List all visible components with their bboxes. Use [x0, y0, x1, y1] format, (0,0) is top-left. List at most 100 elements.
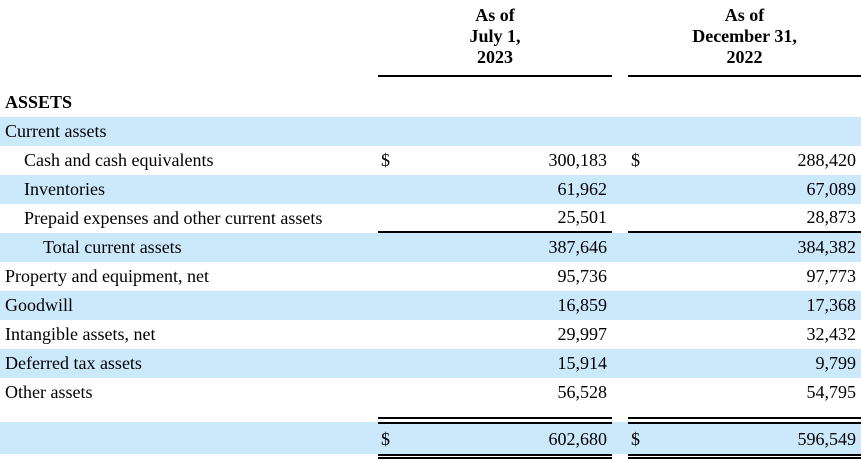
currency-symbol: $: [628, 422, 653, 459]
row-label: Cash and cash equivalents: [24, 150, 214, 170]
column-gap: [612, 349, 629, 378]
currency-symbol: [628, 320, 652, 349]
currency-symbol: [628, 117, 653, 146]
amount-value: 17,368: [652, 291, 861, 320]
currency-symbol: [628, 175, 653, 204]
currency-symbol: [378, 233, 402, 262]
amount-value: 387,646: [402, 233, 613, 262]
column-gap: [612, 146, 628, 175]
currency-symbol: [628, 88, 652, 117]
amount-value: 384,382: [652, 233, 861, 262]
amount-value: [402, 117, 613, 146]
column-gap: [612, 262, 628, 291]
header-spacer-cell: [0, 77, 861, 88]
currency-symbol: [378, 349, 402, 378]
rule-spacer-cell: [628, 407, 653, 419]
currency-symbol: [378, 320, 402, 349]
header-spacer-row: [0, 77, 861, 88]
table-row: Intangible assets, net 29,997 32,432: [0, 320, 861, 349]
column-header-december-2022: As of December 31, 2022: [628, 0, 861, 77]
currency-symbol: [378, 117, 402, 146]
column-gap: [612, 378, 628, 407]
column-gap: [612, 291, 629, 320]
row-label: Goodwill: [0, 291, 378, 320]
rule-spacer-cell: [402, 407, 613, 419]
amount-value: 16,859: [402, 291, 613, 320]
currency-symbol: [628, 291, 653, 320]
table-row: ASSETS: [0, 88, 861, 117]
table-row: Total current assets 387,646 384,382: [0, 233, 861, 262]
column-gap: [612, 233, 629, 262]
amount-value: [652, 88, 861, 117]
currency-symbol: [378, 175, 402, 204]
table-row: Goodwill 16,859 17,368: [0, 291, 861, 320]
column-gap: [612, 204, 628, 233]
column-gap: [612, 320, 628, 349]
amount-value: 95,736: [557, 266, 608, 286]
table-row: Cash and cash equivalents $300,183 $288,42…: [0, 146, 861, 175]
currency-symbol: [378, 291, 402, 320]
currency-symbol: [628, 233, 653, 262]
amount-value: 54,795: [806, 382, 857, 402]
amount-value: 61,962: [402, 175, 613, 204]
amount-value: 56,528: [557, 382, 608, 402]
currency-symbol: [628, 349, 653, 378]
table-row: Other assets 56,528 54,795: [0, 378, 861, 407]
amount-value: 28,873: [652, 204, 861, 233]
table-row: Property and equipment, net 95,736 97,773: [0, 262, 861, 291]
amount-value: 32,432: [806, 324, 857, 344]
row-label: Other assets: [5, 382, 93, 402]
currency-symbol: [378, 378, 402, 407]
amount-value: 288,420: [797, 150, 857, 170]
currency-symbol: $: [631, 150, 641, 170]
rule-spacer-cell: [0, 407, 378, 419]
amount-value: [652, 117, 861, 146]
table-row: Current assets: [0, 117, 861, 146]
row-label: Deferred tax assets: [0, 349, 378, 378]
header-gap-cell: [612, 0, 628, 77]
rule-spacer-cell: [378, 407, 402, 419]
row-label: Inventories: [0, 175, 378, 204]
table-row: Inventories 61,962 67,089: [0, 175, 861, 204]
currency-symbol: [628, 204, 653, 233]
row-label: Current assets: [0, 117, 378, 146]
row-label: Intangible assets, net: [5, 324, 156, 344]
currency-symbol: [378, 204, 402, 233]
rule-spacer-cell: [652, 407, 861, 419]
column-gap: [612, 422, 629, 459]
header-empty-cell: [0, 0, 378, 77]
column-gap: [612, 88, 628, 117]
row-label: ASSETS: [5, 92, 73, 112]
table-row: Prepaid expenses and other current asset…: [0, 204, 861, 233]
amount-value: 9,799: [652, 349, 861, 378]
currency-symbol: [378, 88, 402, 117]
row-label: Property and equipment, net: [5, 266, 209, 286]
column-gap: [612, 117, 629, 146]
table-header-row: As of July 1, 2023 As of December 31, 20…: [0, 0, 861, 77]
row-label: Total current assets: [0, 233, 378, 262]
amount-value: 602,680: [402, 422, 613, 459]
amount-value: 29,997: [557, 324, 608, 344]
currency-symbol: $: [378, 422, 402, 459]
amount-value: 596,549: [652, 422, 861, 459]
amount-value: 15,914: [402, 349, 613, 378]
currency-symbol: $: [381, 150, 390, 170]
amount-value: 97,773: [806, 266, 857, 286]
amount-value: [402, 88, 612, 117]
total-row: $602,680 $596,549: [0, 422, 861, 459]
row-label: [0, 422, 378, 459]
amount-value: 67,089: [652, 175, 861, 204]
currency-symbol: [628, 378, 652, 407]
column-gap: [612, 175, 629, 204]
currency-symbol: [378, 262, 402, 291]
rule-spacer-row: [0, 407, 861, 419]
table-body: ASSETS Current assets Cash and cash equiva…: [0, 88, 861, 459]
amount-value: 25,501: [402, 204, 613, 233]
row-label: Prepaid expenses and other current asset…: [24, 208, 323, 228]
rule-spacer-cell: [612, 407, 628, 419]
table-row: Deferred tax assets 15,914 9,799: [0, 349, 861, 378]
currency-symbol: [628, 262, 652, 291]
amount-value: 300,183: [548, 150, 608, 170]
column-header-july-2023: As of July 1, 2023: [378, 0, 613, 77]
